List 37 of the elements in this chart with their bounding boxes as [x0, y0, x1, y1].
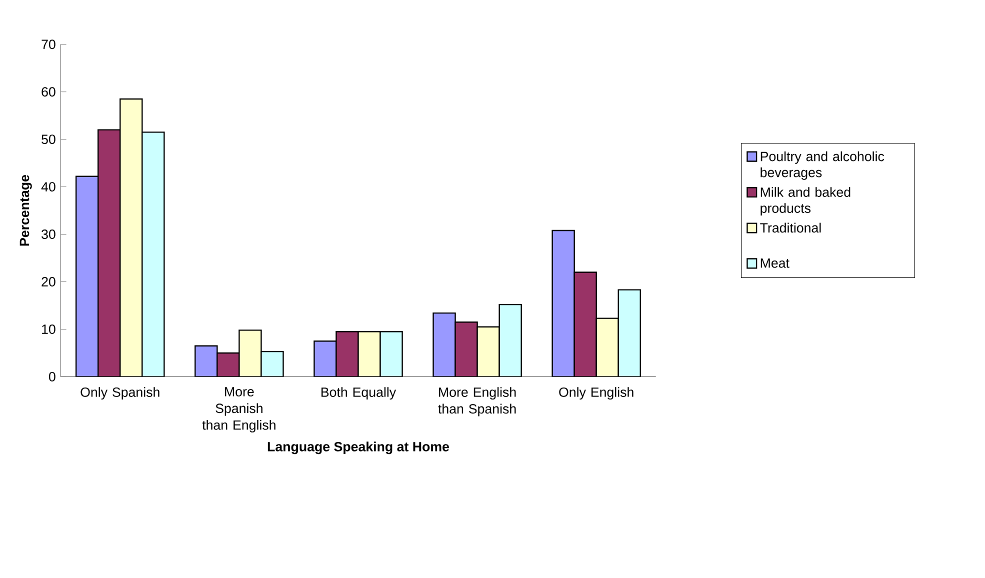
legend-label: Poultry and alcoholic beverages [760, 151, 884, 180]
y-tick-label: 40 [41, 182, 56, 192]
x-axis-title: Language Speaking at Home [268, 442, 449, 454]
bar [498, 304, 522, 377]
x-tick-label: Only Spanish [80, 387, 160, 400]
bar [454, 322, 478, 377]
legend-label: Milk and baked products [760, 187, 850, 216]
bar [432, 312, 456, 377]
bar [618, 289, 641, 377]
bar [98, 129, 121, 377]
x-tick-label: Both Equally [321, 387, 396, 400]
bar [476, 326, 500, 377]
y-axis-title: Percentage [20, 175, 32, 246]
bar [194, 345, 218, 377]
bar [314, 340, 337, 377]
legend-label: Meat [760, 258, 790, 268]
y-tick-label: 60 [42, 87, 56, 97]
bar [552, 230, 575, 377]
bar [574, 272, 597, 377]
y-tick-label: 50 [42, 134, 56, 144]
bar [336, 331, 359, 377]
y-tick-label: 0 [48, 372, 56, 382]
bar [142, 132, 165, 377]
bar [75, 176, 99, 377]
y-tick-label: 20 [42, 277, 56, 287]
bar [120, 98, 143, 377]
y-tick-label: 10 [42, 324, 56, 334]
bar [380, 331, 403, 377]
x-tick-label: More Spanish than English [202, 387, 276, 432]
bar [238, 330, 262, 377]
bar [358, 331, 381, 377]
x-tick-label: More English than Spanish [438, 387, 516, 416]
y-tick-label: 70 [42, 40, 56, 50]
bar [596, 318, 619, 377]
legend-label: Traditional [760, 222, 821, 233]
y-tick-label: 30 [42, 230, 56, 240]
x-tick-label: Only English [559, 387, 634, 400]
